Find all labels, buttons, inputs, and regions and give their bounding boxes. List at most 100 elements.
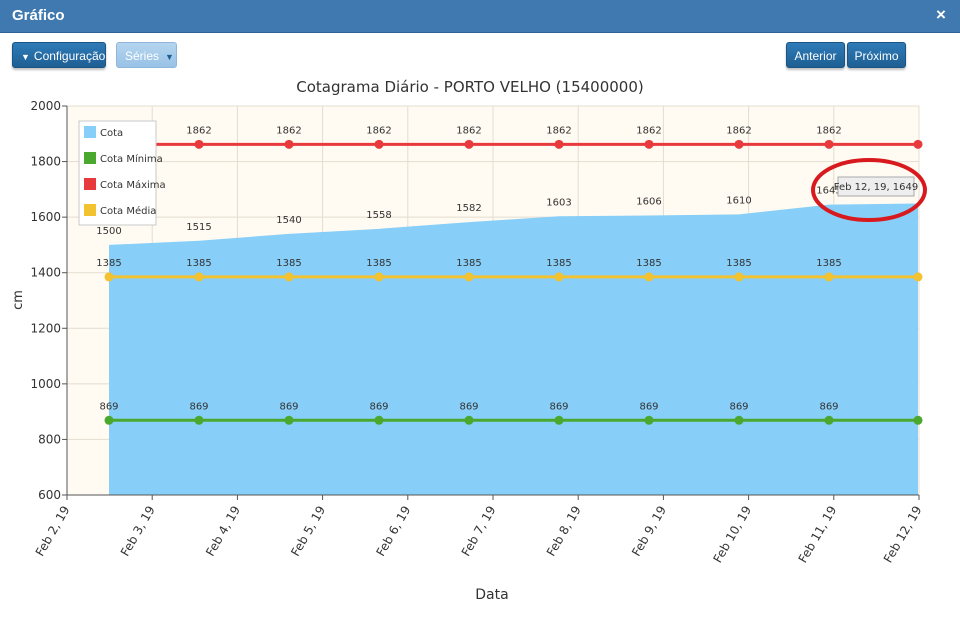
next-button-label: Próximo — [854, 49, 899, 63]
data-point[interactable] — [284, 139, 294, 149]
data-label: 869 — [99, 401, 118, 412]
x-tick-label: Feb 4, 19 — [203, 504, 243, 559]
x-tick-label: Feb 3, 19 — [118, 504, 158, 559]
y-tick-label: 1600 — [30, 210, 61, 224]
legend-swatch[interactable] — [84, 152, 96, 164]
data-point[interactable] — [374, 415, 384, 425]
data-point[interactable] — [374, 139, 384, 149]
x-tick-label: Feb 12, 19 — [881, 504, 925, 566]
annotation-circle — [811, 158, 927, 222]
data-point[interactable] — [284, 272, 294, 282]
data-point[interactable] — [824, 272, 834, 282]
data-label: 1385 — [366, 258, 391, 269]
caret-down-icon: ▼ — [21, 52, 30, 62]
data-label: 1385 — [816, 258, 841, 269]
data-label: 869 — [639, 401, 658, 412]
x-tick-label: Feb 2, 19 — [33, 504, 73, 559]
data-label: 869 — [729, 401, 748, 412]
legend-label: Cota Mínima — [100, 153, 163, 165]
legend-label: Cota Máxima — [100, 179, 166, 191]
data-point[interactable] — [824, 139, 834, 149]
data-point[interactable] — [734, 272, 744, 282]
data-point[interactable] — [734, 139, 744, 149]
next-button[interactable]: Próximo — [847, 42, 906, 68]
data-point[interactable] — [644, 415, 654, 425]
x-tick-label: Feb 6, 19 — [373, 504, 413, 559]
data-point[interactable] — [374, 272, 384, 282]
data-label: 1606 — [636, 196, 661, 207]
chart-title: Cotagrama Diário - PORTO VELHO (15400000… — [296, 78, 643, 96]
data-label: 1515 — [186, 222, 211, 233]
x-tick-label: Feb 11, 19 — [796, 504, 840, 566]
data-point[interactable] — [824, 415, 834, 425]
data-label: 869 — [549, 401, 568, 412]
legend-swatch[interactable] — [84, 204, 96, 216]
data-point[interactable] — [194, 139, 204, 149]
legend-label: Cota Média — [100, 205, 156, 217]
data-label: 1582 — [456, 203, 481, 214]
data-point[interactable] — [194, 272, 204, 282]
data-label: 869 — [189, 401, 208, 412]
config-button-label: Configuração — [33, 49, 106, 63]
data-point[interactable] — [554, 139, 564, 149]
data-point[interactable] — [913, 415, 923, 425]
data-label: 1862 — [726, 125, 751, 136]
data-label: 1540 — [276, 215, 301, 226]
y-tick-label: 1800 — [30, 155, 61, 169]
x-tick-label: Feb 5, 19 — [288, 504, 328, 559]
data-label: 1385 — [276, 258, 301, 269]
data-label: 1558 — [366, 210, 391, 221]
data-label: 1603 — [546, 197, 571, 208]
data-point[interactable] — [734, 415, 744, 425]
y-tick-label: 1400 — [30, 266, 61, 280]
config-button[interactable]: ▼ Configuração — [12, 42, 106, 68]
data-point[interactable] — [644, 272, 654, 282]
data-point[interactable] — [464, 415, 474, 425]
y-tick-label: 800 — [38, 432, 61, 446]
data-label: 869 — [819, 401, 838, 412]
data-label: 1862 — [546, 125, 571, 136]
x-tick-label: Feb 9, 19 — [629, 504, 669, 559]
series-button-label: Séries — [125, 49, 160, 63]
legend-label: Cota — [100, 128, 123, 139]
series-button[interactable]: Séries ▼ — [116, 42, 177, 68]
data-point[interactable] — [284, 415, 294, 425]
y-tick-label: 1000 — [30, 377, 61, 391]
data-label: 1385 — [636, 258, 661, 269]
data-point[interactable] — [194, 415, 204, 425]
y-tick-label: 1200 — [30, 321, 61, 335]
data-point[interactable] — [464, 272, 474, 282]
y-tick-label: 600 — [38, 488, 61, 502]
data-point[interactable] — [913, 272, 923, 282]
data-point[interactable] — [644, 139, 654, 149]
data-label: 1645 — [816, 186, 841, 197]
cotagrama-chart[interactable]: 1500 1515 1540 1558 1582 1603 1606 1610 1645 869 8… — [0, 70, 960, 640]
caret-down-icon: ▼ — [165, 52, 174, 62]
tooltip-box — [837, 176, 915, 197]
data-point[interactable] — [554, 415, 564, 425]
previous-button[interactable]: Anterior — [786, 42, 845, 68]
data-label: 1385 — [546, 258, 571, 269]
legend-swatch[interactable] — [84, 126, 96, 138]
data-point[interactable] — [464, 139, 474, 149]
x-tick-label: Feb 10, 19 — [710, 504, 754, 566]
data-label: 1862 — [186, 125, 211, 136]
data-label: 1610 — [726, 195, 751, 206]
cota-area — [109, 203, 918, 495]
data-point[interactable] — [104, 415, 114, 425]
data-point[interactable] — [104, 272, 114, 282]
data-point[interactable] — [913, 139, 923, 149]
dialog-titlebar: Gráfico × — [0, 0, 960, 33]
data-label: 1862 — [816, 125, 841, 136]
data-label: 869 — [279, 401, 298, 412]
data-label: 869 — [369, 401, 388, 412]
data-label: 1862 — [636, 125, 661, 136]
data-label: 1862 — [366, 125, 391, 136]
x-tick-label: Feb 7, 19 — [459, 504, 499, 559]
y-tick-label: 2000 — [30, 99, 61, 113]
legend-swatch[interactable] — [84, 178, 96, 190]
x-tick-label: Feb 8, 19 — [544, 504, 584, 559]
close-icon[interactable]: × — [936, 5, 946, 24]
data-point[interactable] — [554, 272, 564, 282]
